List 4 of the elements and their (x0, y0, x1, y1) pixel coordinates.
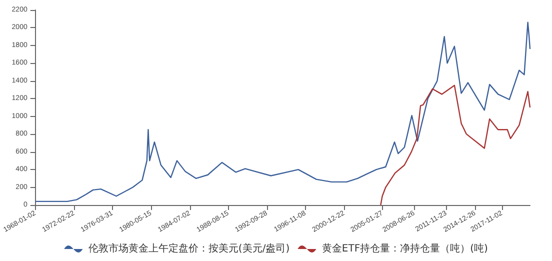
legend-label: 伦敦市场黄金上午定盘价：按美元(美元/盎司) (88, 242, 290, 254)
line-series (380, 84, 531, 206)
line-series (34, 22, 531, 202)
legend-label: 黄金ETF持仓量：净持仓量（吨）(吨) (322, 242, 488, 254)
